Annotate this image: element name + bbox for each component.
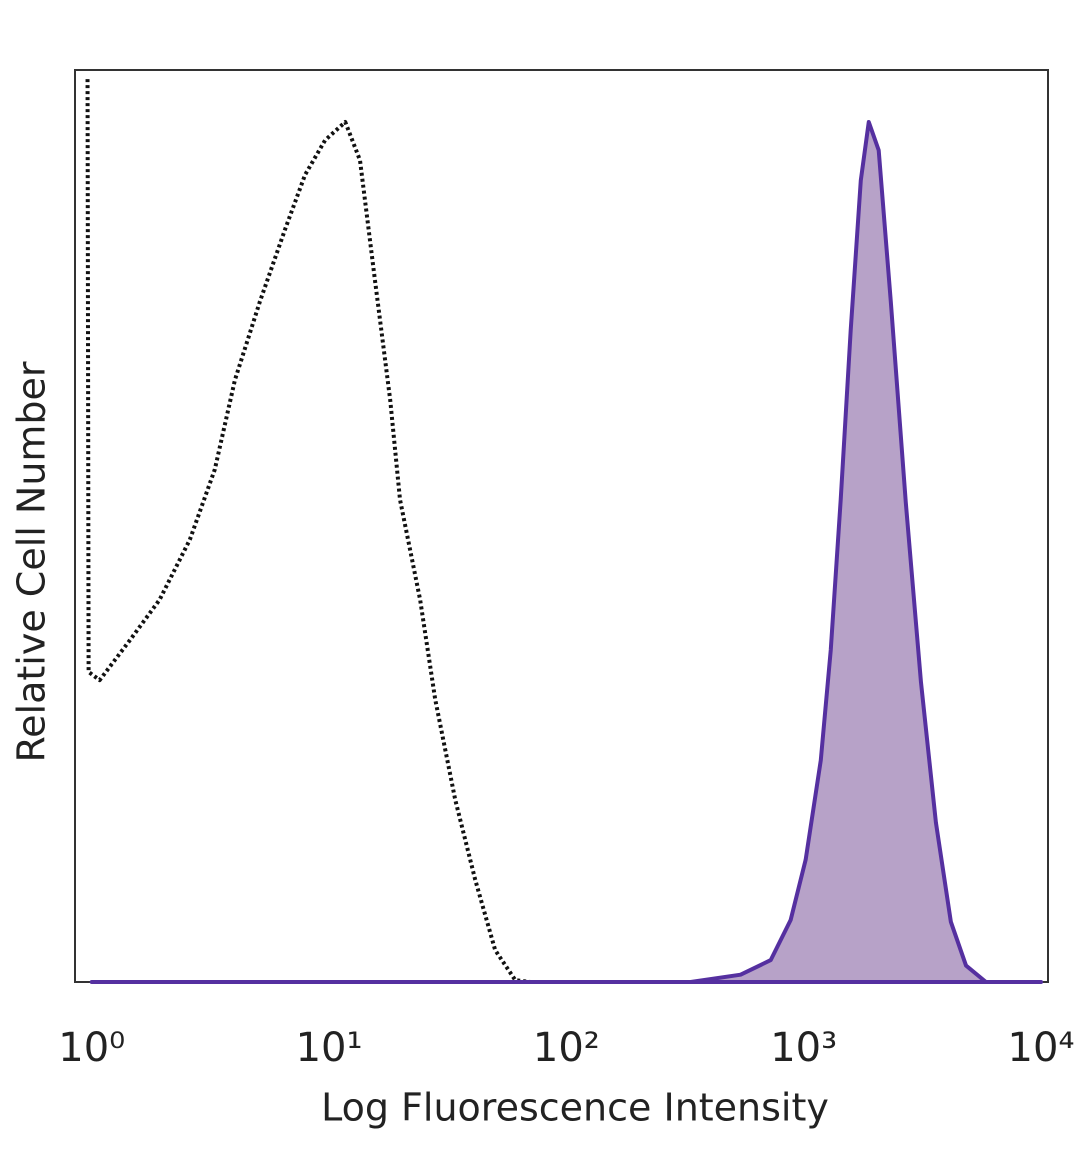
x-axis-label: Log Fluorescence Intensity	[321, 1086, 829, 1130]
histogram-line	[89, 119, 1044, 984]
x-tick-label: 10⁴	[1008, 1025, 1075, 1071]
x-tick-label: 10⁰	[58, 1025, 125, 1071]
y-axis-label: Relative Cell Number	[10, 361, 54, 762]
histogram-line	[85, 79, 531, 984]
x-tick-label: 10²	[533, 1025, 600, 1071]
x-tick-label: 10¹	[296, 1025, 363, 1071]
x-tick-label: 10³	[770, 1025, 837, 1071]
